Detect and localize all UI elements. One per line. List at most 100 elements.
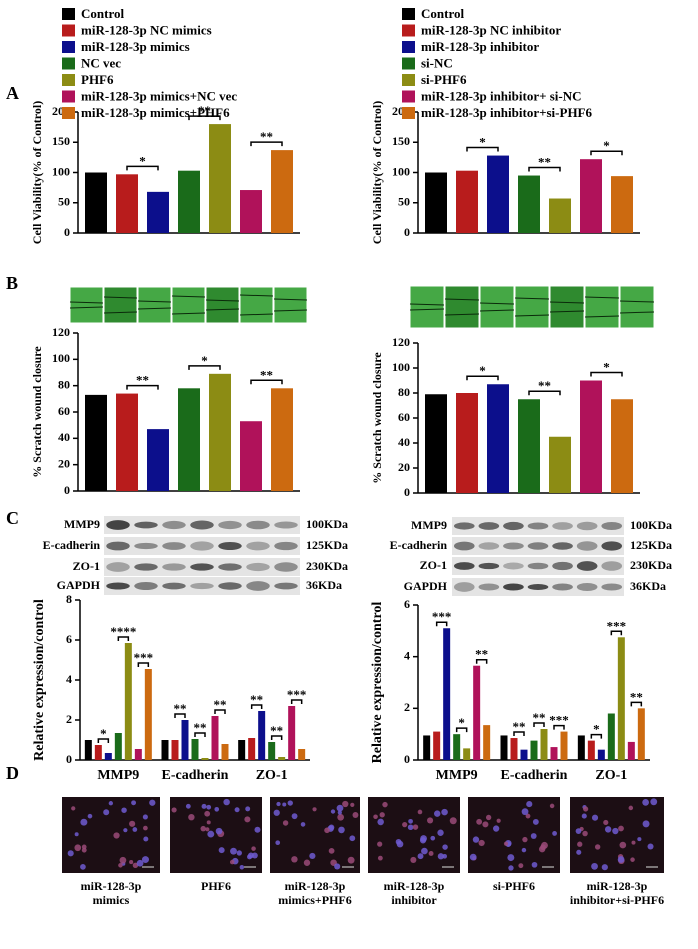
cell (113, 832, 120, 839)
y-tick-label: 0 (404, 485, 410, 499)
cell (612, 827, 619, 835)
bar (518, 399, 540, 493)
x-tick-label: E-cadherin (501, 768, 568, 783)
cell (582, 830, 588, 837)
cell (619, 841, 627, 849)
bar (84, 740, 92, 760)
legend-label: miR-128-3p inhibitor (421, 39, 539, 54)
y-tick-label: 0 (64, 225, 70, 239)
blot-size-label: 230KDa (630, 558, 672, 572)
scratch-edge (549, 301, 585, 304)
cell (206, 804, 212, 810)
bar (550, 747, 558, 760)
blot-band (527, 542, 549, 550)
y-tick-label: 0 (64, 483, 70, 497)
legend-label: si-NC (421, 55, 453, 70)
y-tick-label: 40 (398, 435, 410, 449)
cell (273, 809, 280, 816)
cell (522, 836, 528, 843)
bar (178, 388, 200, 491)
legend-label: Control (81, 6, 124, 21)
bar (510, 738, 518, 760)
significance-label: ** (270, 723, 283, 738)
bar (637, 708, 645, 760)
cell (300, 822, 306, 827)
scratch-edge (619, 300, 655, 303)
legend-swatch (402, 8, 415, 20)
cell (188, 813, 195, 821)
y-axis-label: Relative expression/control (370, 602, 385, 764)
cell (476, 818, 483, 825)
scratch-image (103, 286, 138, 324)
blot-band (190, 563, 214, 571)
cell (254, 826, 261, 833)
blot-band (552, 542, 573, 550)
cell (618, 825, 624, 832)
cell (576, 849, 582, 855)
scratch-edge (514, 314, 550, 317)
bar (607, 713, 615, 760)
bar (147, 191, 169, 233)
scratch-edge (409, 303, 445, 306)
blot-size-label: 36KDa (306, 578, 342, 592)
legend-swatch (62, 24, 75, 37)
significance-bracket (466, 375, 499, 381)
significance-bracket (475, 658, 488, 664)
blot-band (218, 520, 242, 530)
scratch-edge (514, 297, 550, 300)
bar (423, 735, 431, 760)
cell (637, 837, 642, 842)
cell (74, 844, 82, 852)
cell (141, 856, 149, 864)
scratch-edge (239, 313, 274, 316)
blot-band (162, 520, 186, 530)
cell (428, 851, 434, 856)
blot-protein-label: E-cadherin (390, 538, 448, 552)
bar (520, 749, 528, 760)
significance-bracket (590, 733, 603, 739)
cell (421, 847, 428, 855)
cell (291, 813, 298, 820)
x-tick-label: ZO-1 (256, 768, 288, 783)
y-tick-label: 8 (66, 592, 72, 606)
significance-label: * (139, 153, 146, 168)
cell (628, 805, 634, 811)
cell (492, 825, 500, 832)
cell (239, 865, 245, 870)
significance-label: *** (607, 618, 627, 633)
cell (472, 836, 480, 843)
cell (67, 850, 74, 857)
y-axis-label: Cell Viability(% of Control) (30, 101, 44, 244)
cell (205, 827, 210, 832)
cell (382, 801, 388, 808)
legend-swatch (402, 57, 415, 70)
significance-label: ** (513, 719, 526, 734)
legend-label: miR-128-3p mimics+PHF6 (81, 105, 230, 120)
cell (347, 856, 355, 864)
scratch-image (549, 285, 585, 329)
significance-label: ** (136, 373, 149, 388)
cell (324, 827, 330, 834)
significance-label: * (603, 359, 610, 374)
blot-band (453, 522, 475, 530)
legend-swatch (62, 107, 75, 119)
blot-band (134, 542, 158, 550)
scratch-edge (69, 301, 104, 304)
legend-swatch (62, 41, 75, 53)
y-tick-label: 40 (58, 430, 70, 444)
cell (132, 827, 138, 832)
cell (123, 828, 128, 833)
significance-label: **** (110, 624, 136, 639)
y-tick-label: 6 (404, 597, 410, 611)
cell (377, 818, 384, 826)
bar (238, 740, 246, 760)
bar (298, 749, 306, 760)
cell (449, 817, 457, 825)
bar (597, 749, 605, 760)
cell (482, 821, 489, 828)
scratch-image (171, 286, 206, 324)
scratch-edge (205, 299, 240, 302)
cell (417, 809, 423, 815)
cell (218, 847, 225, 854)
cell (552, 830, 558, 836)
